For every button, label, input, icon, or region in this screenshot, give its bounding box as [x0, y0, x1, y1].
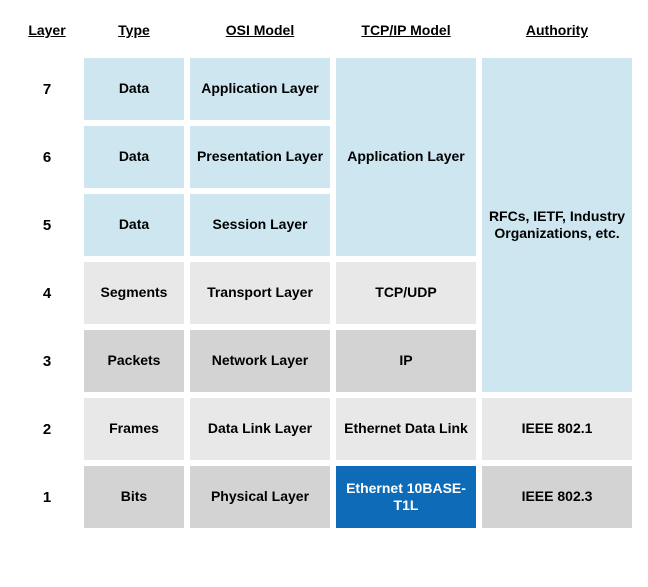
header-layer: Layer	[16, 16, 78, 52]
header-authority: Authority	[482, 16, 632, 52]
type-6: Data	[84, 126, 184, 188]
layer-num-6: 6	[16, 126, 78, 188]
tcpip-eth-10b: Ethernet 10BASE-T1L	[336, 466, 476, 528]
auth-ieee8021: IEEE 802.1	[482, 398, 632, 460]
auth-rfcs: RFCs, IETF, Industry Organizations, etc.	[482, 58, 632, 392]
type-3: Packets	[84, 330, 184, 392]
tcpip-ip: IP	[336, 330, 476, 392]
layer-num-7: 7	[16, 58, 78, 120]
osi-3: Network Layer	[190, 330, 330, 392]
osi-tcpip-table: Layer Type OSI Model TCP/IP Model Author…	[16, 16, 632, 528]
type-7: Data	[84, 58, 184, 120]
osi-4: Transport Layer	[190, 262, 330, 324]
layer-num-3: 3	[16, 330, 78, 392]
tcpip-eth-dl: Ethernet Data Link	[336, 398, 476, 460]
osi-2: Data Link Layer	[190, 398, 330, 460]
header-type: Type	[84, 16, 184, 52]
type-5: Data	[84, 194, 184, 256]
osi-6: Presentation Layer	[190, 126, 330, 188]
tcpip-tcpudp: TCP/UDP	[336, 262, 476, 324]
layer-num-2: 2	[16, 398, 78, 460]
auth-ieee8023: IEEE 802.3	[482, 466, 632, 528]
type-4: Segments	[84, 262, 184, 324]
osi-1: Physical Layer	[190, 466, 330, 528]
header-tcpip: TCP/IP Model	[336, 16, 476, 52]
type-2: Frames	[84, 398, 184, 460]
type-1: Bits	[84, 466, 184, 528]
osi-5: Session Layer	[190, 194, 330, 256]
layer-num-1: 1	[16, 466, 78, 528]
osi-7: Application Layer	[190, 58, 330, 120]
layer-num-5: 5	[16, 194, 78, 256]
tcpip-app: Application Layer	[336, 58, 476, 256]
layer-num-4: 4	[16, 262, 78, 324]
header-osi: OSI Model	[190, 16, 330, 52]
